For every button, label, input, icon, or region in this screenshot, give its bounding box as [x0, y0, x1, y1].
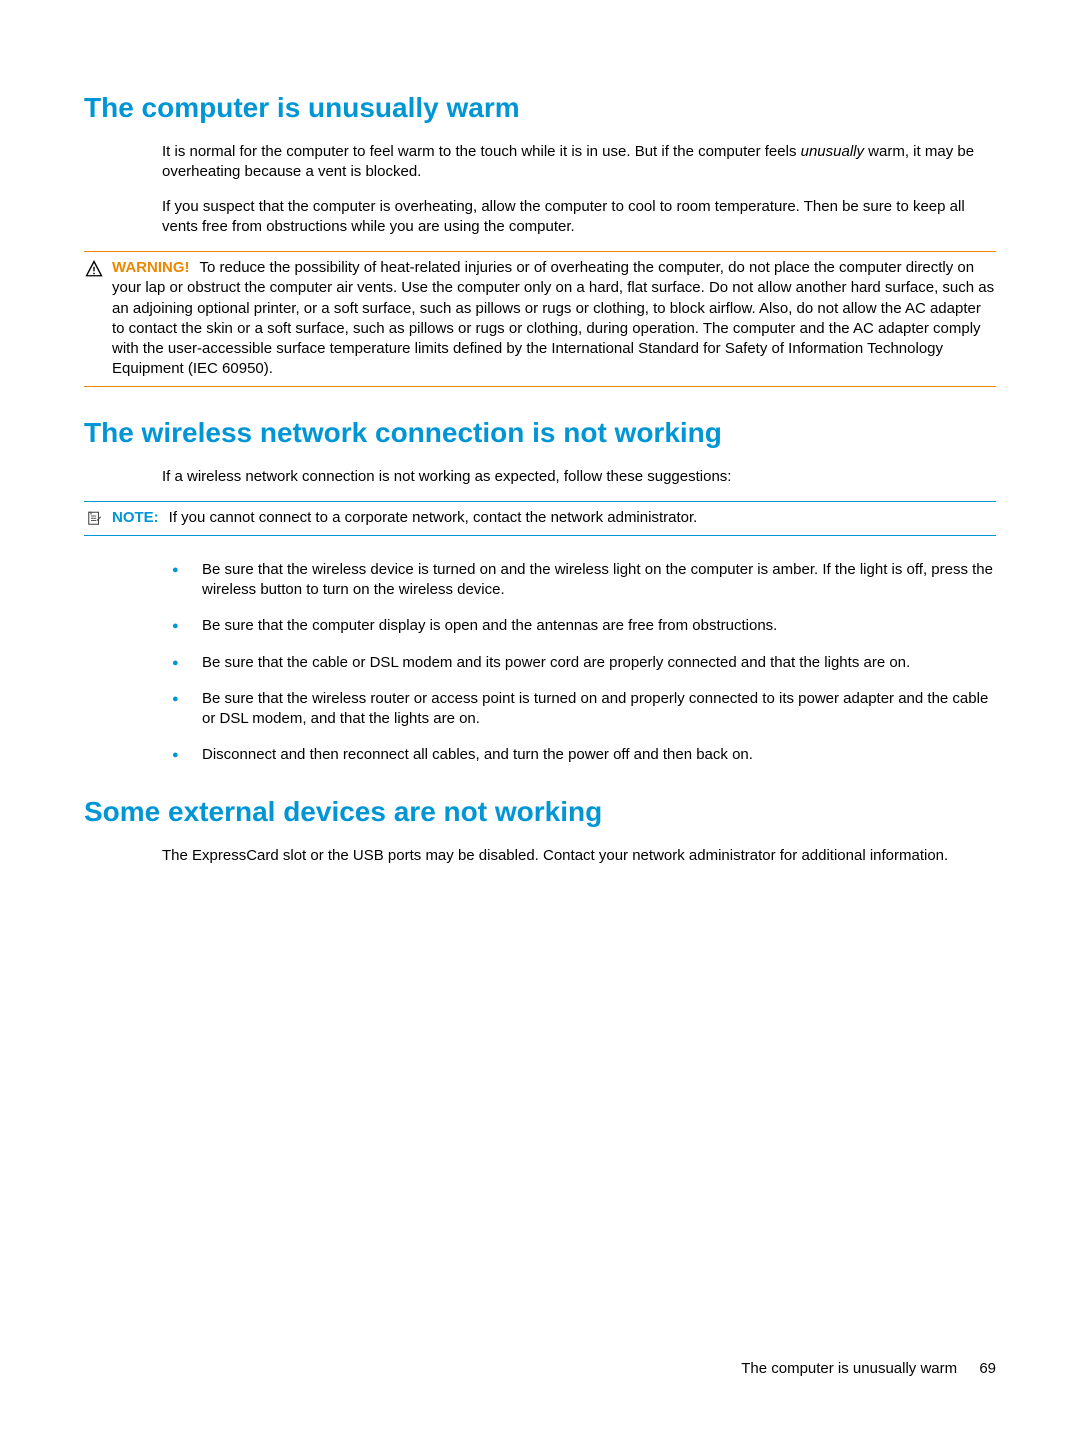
note-callout: NOTE: If you cannot connect to a corporat…	[84, 501, 996, 536]
warning-icon	[84, 259, 104, 279]
section1-body: It is normal for the computer to feel wa…	[162, 142, 996, 237]
section1-para2: If you suspect that the computer is over…	[162, 197, 996, 238]
section2-para1: If a wireless network connection is not …	[162, 467, 996, 487]
list-item: Be sure that the wireless router or acce…	[162, 689, 996, 730]
para1-italic: unusually	[801, 143, 864, 160]
warning-label: WARNING!	[112, 259, 190, 276]
warning-text: To reduce the possibility of heat-relate…	[112, 259, 994, 377]
warning-callout: WARNING!To reduce the possibility of hea…	[84, 251, 996, 387]
footer-text: The computer is unusually warm	[741, 1360, 957, 1377]
list-item: Disconnect and then reconnect all cables…	[162, 745, 996, 765]
section2-heading: The wireless network connection is not w…	[84, 417, 996, 449]
section3-body: The ExpressCard slot or the USB ports ma…	[162, 846, 996, 866]
warning-body: WARNING!To reduce the possibility of hea…	[112, 258, 996, 380]
section1-heading: The computer is unusually warm	[84, 92, 996, 124]
list-item: Be sure that the computer display is ope…	[162, 616, 996, 636]
note-body: NOTE: If you cannot connect to a corporat…	[112, 508, 996, 528]
page-footer: The computer is unusually warm 69	[741, 1360, 996, 1377]
section1-para1: It is normal for the computer to feel wa…	[162, 142, 996, 183]
bullet-list: Be sure that the wireless device is turn…	[162, 560, 996, 766]
list-item: Be sure that the cable or DSL modem and …	[162, 653, 996, 673]
footer-page-number: 69	[979, 1360, 996, 1377]
note-text: If you cannot connect to a corporate net…	[169, 509, 698, 526]
para1-pre: It is normal for the computer to feel wa…	[162, 143, 801, 160]
note-icon	[84, 509, 104, 529]
section3-para1: The ExpressCard slot or the USB ports ma…	[162, 846, 996, 866]
section2-body: If a wireless network connection is not …	[162, 467, 996, 487]
document-page: The computer is unusually warm It is nor…	[0, 0, 1080, 940]
section2-list: Be sure that the wireless device is turn…	[162, 560, 996, 766]
note-label: NOTE:	[112, 509, 159, 526]
section3-heading: Some external devices are not working	[84, 796, 996, 828]
list-item: Be sure that the wireless device is turn…	[162, 560, 996, 601]
